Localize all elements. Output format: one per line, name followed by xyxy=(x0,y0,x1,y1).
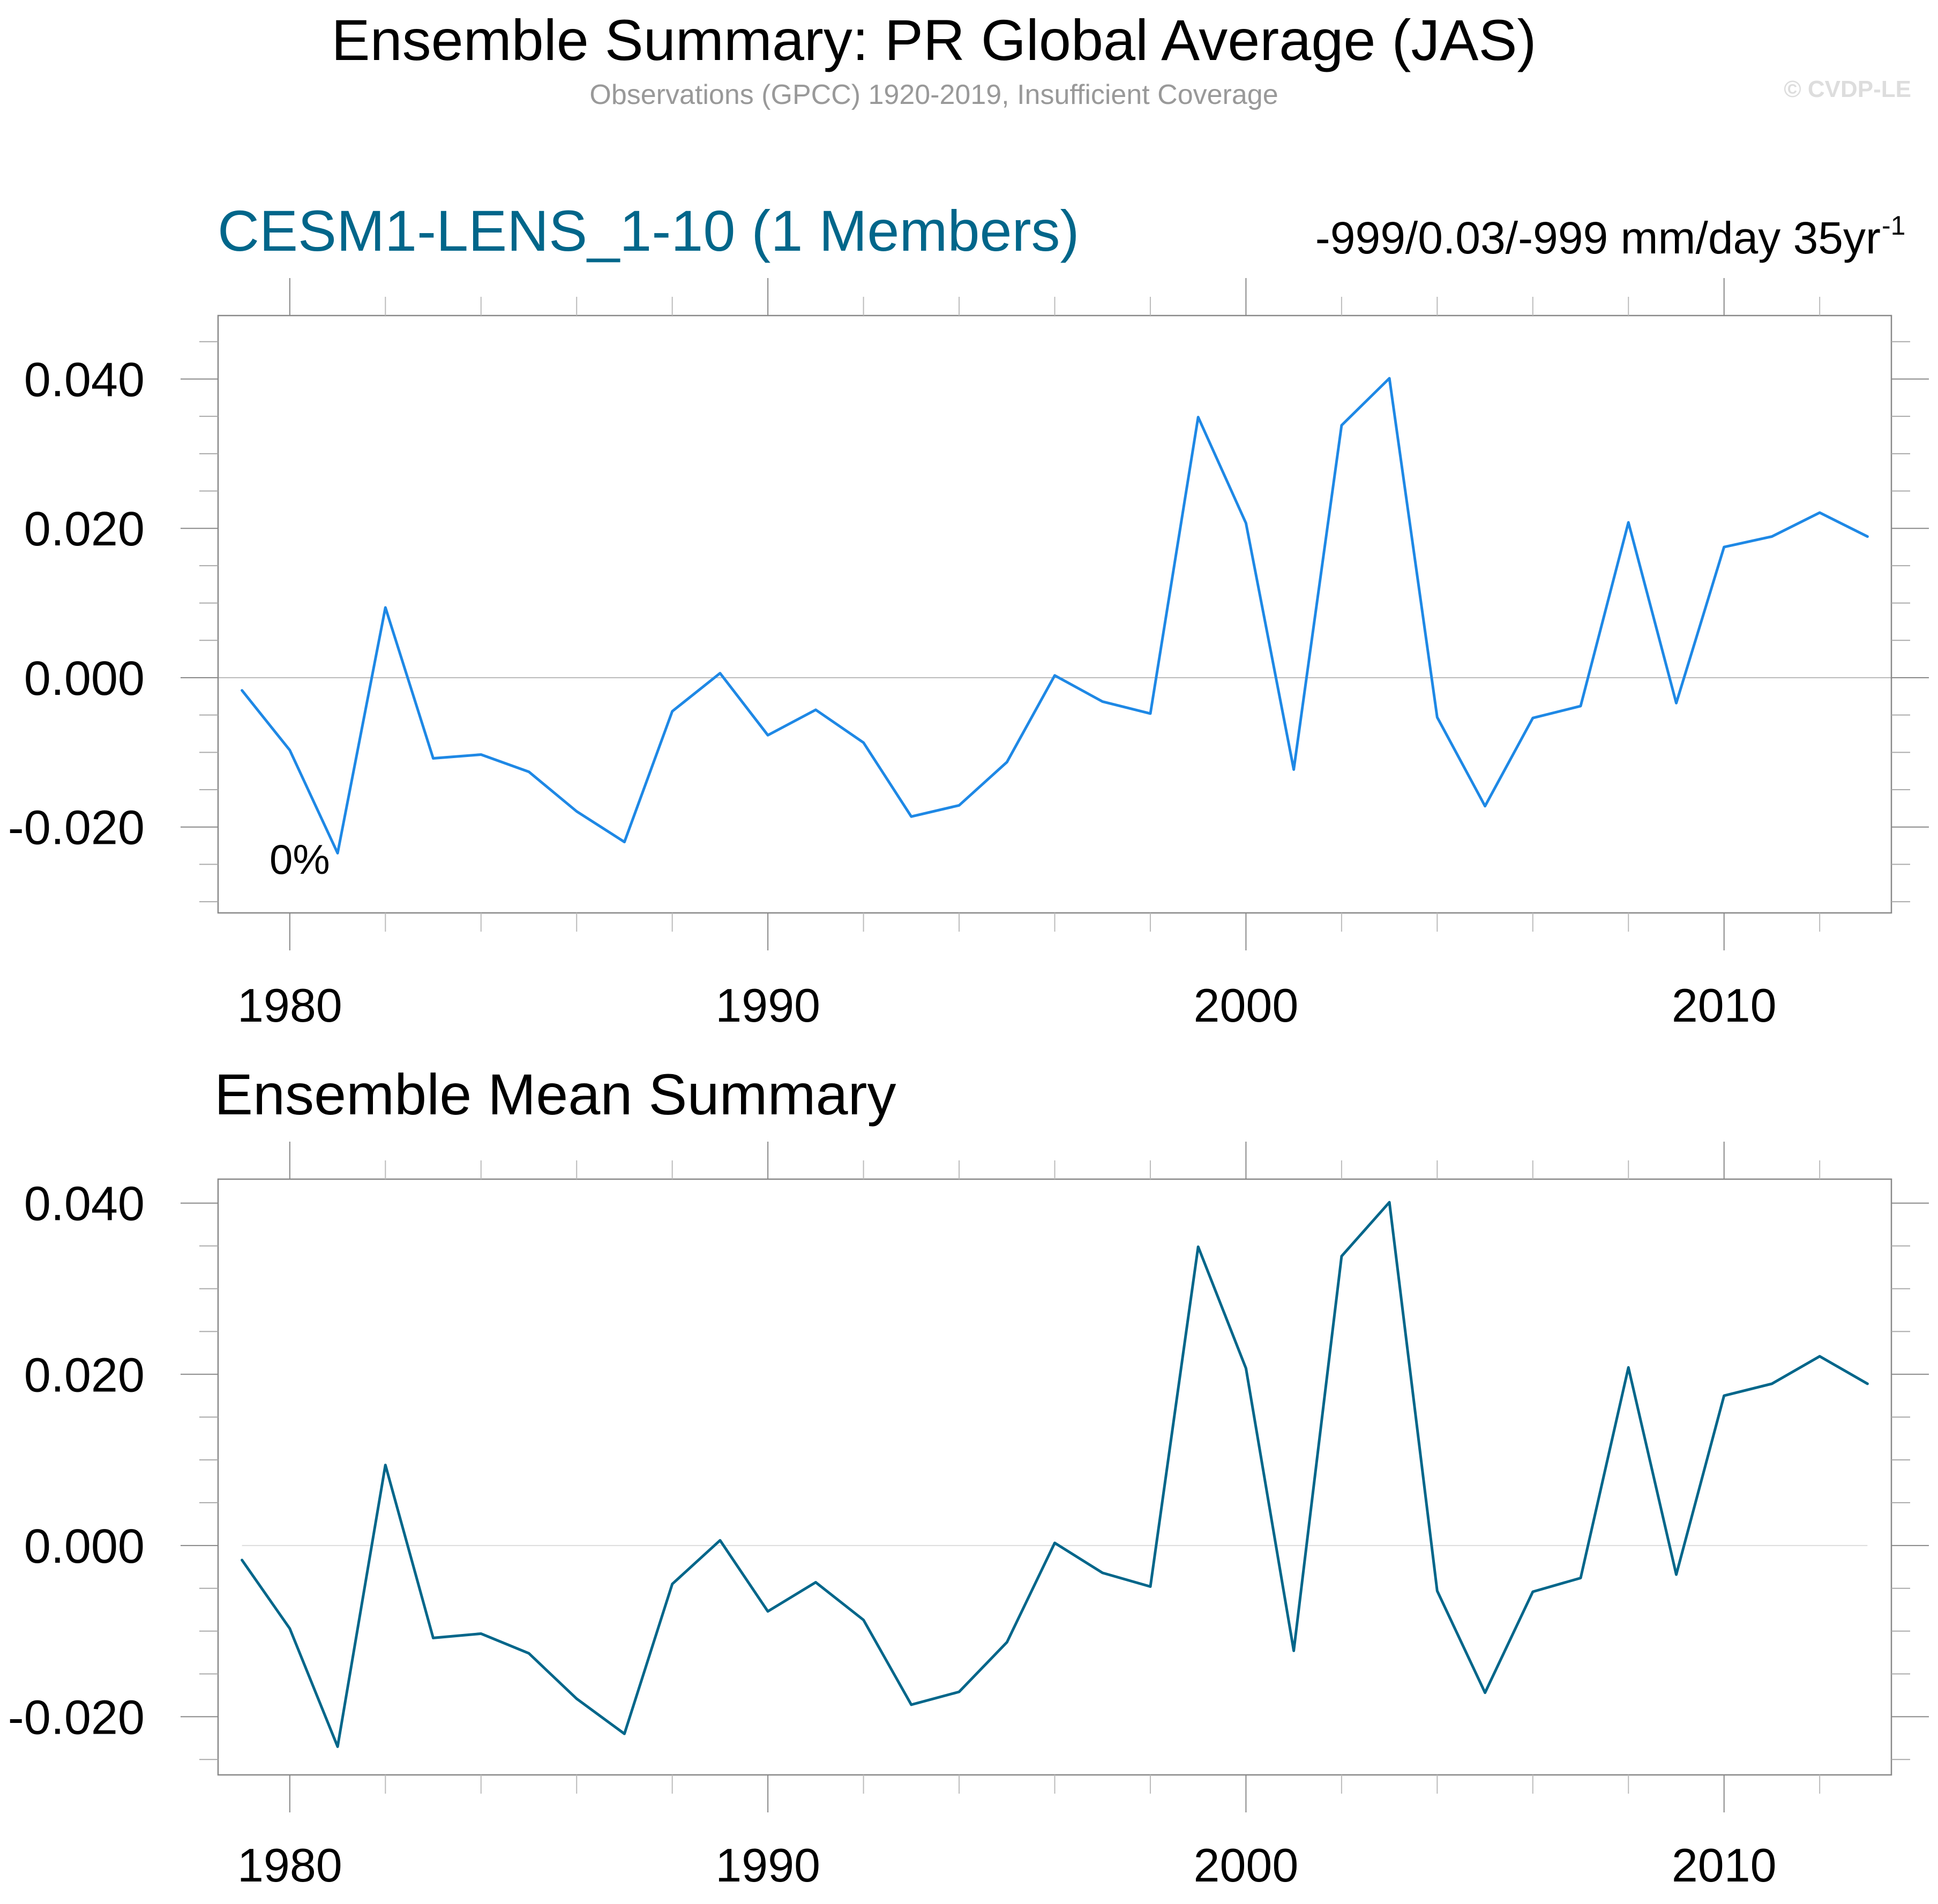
figure-title: Ensemble Summary: PR Global Average (JAS… xyxy=(332,8,1537,72)
y-tick-label: -0.020 xyxy=(8,1691,145,1744)
x-tick-label: 1990 xyxy=(715,979,820,1032)
y-tick-label: 0.020 xyxy=(24,503,145,556)
y-tick-label: -0.020 xyxy=(8,801,145,855)
percent-label: 0% xyxy=(270,836,330,883)
panel-ensemble-mean: Ensemble Mean Summary -0.020 0.000 0.020 0.… xyxy=(8,1062,1929,1892)
y-tick-label: 0.000 xyxy=(24,1520,145,1573)
plot-frame xyxy=(217,1178,1892,1776)
x-tick-label: 1990 xyxy=(715,1839,820,1892)
y-tick-label: 0.000 xyxy=(24,652,145,706)
trend-annotation: -999/0.03/-999 mm/day 35yr xyxy=(1315,213,1881,263)
x-tick-label: 2000 xyxy=(1194,1839,1299,1892)
trend-annotation-text: -999/0.03/-999 mm/day 35yr xyxy=(1315,213,1881,263)
watermark: © CVDP-LE xyxy=(1784,76,1911,102)
figure-subtitle: Observations (GPCC) 1920-2019, Insuffici… xyxy=(589,79,1278,110)
plot-frame xyxy=(217,314,1892,914)
panel-title: CESM1-LENS_1-10 (1 Members) xyxy=(218,198,1080,263)
y-tick-label: 0.040 xyxy=(24,1178,145,1231)
plot-area: -0.020 0.000 0.020 0.040 1980 1990 2000 2010 xyxy=(8,278,1929,1032)
x-tick-label: 1980 xyxy=(237,1839,342,1892)
panel-title: Ensemble Mean Summary xyxy=(214,1062,896,1127)
x-tick-label: 2010 xyxy=(1672,979,1777,1032)
y-tick-label: 0.020 xyxy=(24,1348,145,1402)
series-line xyxy=(241,377,1869,854)
panel-model: CESM1-LENS_1-10 (1 Members) -999/0.03/-9… xyxy=(8,198,1929,1032)
x-tick-label: 2000 xyxy=(1194,979,1299,1032)
trend-annotation-superscript: -1 xyxy=(1882,211,1905,241)
series-line xyxy=(241,1201,1869,1748)
plot-area: -0.020 0.000 0.020 0.040 1980 1990 2000 2010 xyxy=(8,1142,1929,1892)
y-tick-label: 0.040 xyxy=(24,353,145,407)
x-tick-label: 2010 xyxy=(1672,1839,1777,1892)
x-tick-label: 1980 xyxy=(237,979,342,1032)
